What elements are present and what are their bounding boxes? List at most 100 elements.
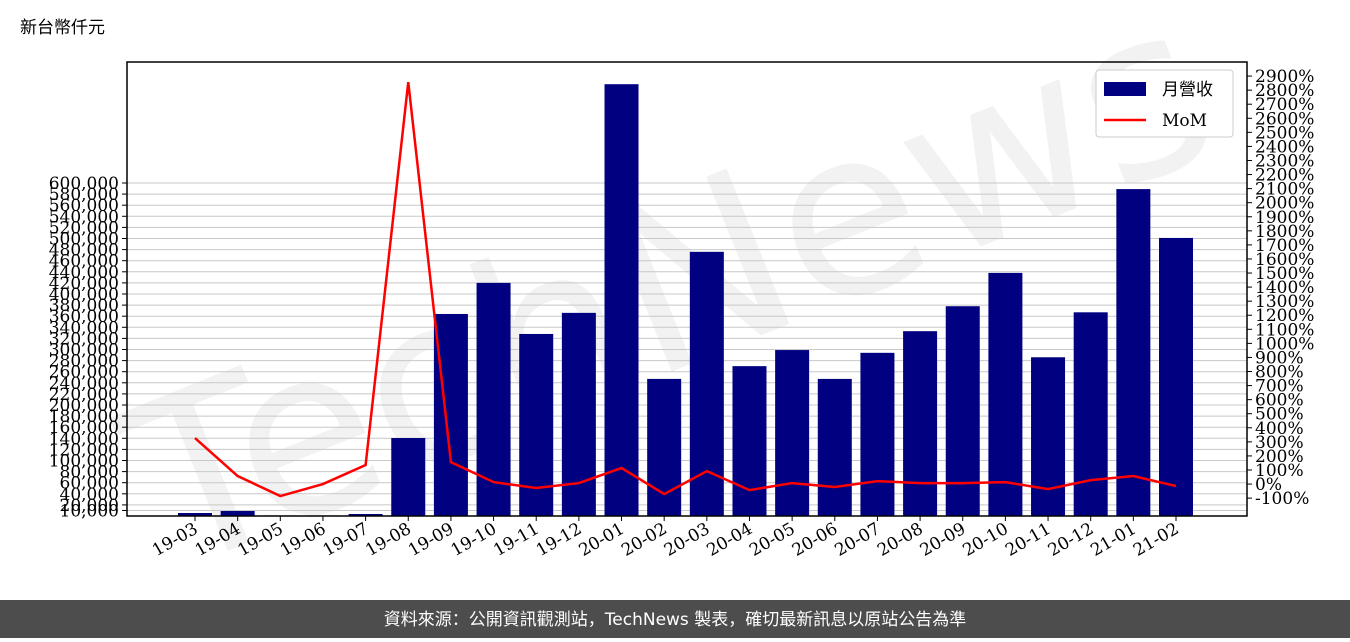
line [194,81,1177,498]
y2-tick-label: 2200% [1255,166,1314,186]
bar [1159,237,1193,516]
y2-tick-label: 2100% [1255,180,1314,200]
y-tick-label: 420,000 [49,274,119,294]
bar [178,513,212,516]
y-tick-label: 20,000 [60,496,119,516]
y2-tick-label: 400% [1255,419,1304,439]
y2-tick-label: 0% [1255,475,1282,495]
bar [817,378,852,516]
y-tick-label: 500,000 [49,229,119,249]
x-tick-label: 20-05 [746,519,798,561]
y-tick-label: 260,000 [49,363,119,383]
bar [604,84,639,516]
y-tick-label: 580,000 [49,185,119,205]
bar [1073,312,1108,516]
y2-tick-label: 200% [1255,447,1304,467]
bar [945,306,980,516]
y2-tick-label: 1700% [1255,236,1314,256]
bar [1116,189,1151,517]
y2-tick-label: 2800% [1255,81,1314,101]
bar [775,350,810,516]
x-tick-label: 20-08 [874,519,926,561]
bar [391,438,426,516]
x-tick-label: 20-11 [1002,519,1054,561]
y2-tick-label: 2900% [1255,67,1314,87]
bar [1031,357,1066,516]
y-tick-label: 540,000 [49,207,119,227]
y2-tick-label: 2000% [1255,194,1314,214]
y2-tick-label: 900% [1255,348,1304,368]
y-tick-label: 600,000 [49,174,119,194]
y2-tick-label: 500% [1255,405,1304,425]
y-tick-label: 280,000 [49,352,119,372]
legend-swatch [1104,82,1146,96]
y2-tick-label: 1300% [1255,292,1314,312]
y-tick-label: 380,000 [49,296,119,316]
y-tick-label: 480,000 [49,241,119,261]
y-tick-label: 520,000 [49,218,119,238]
x-tick-label: 20-09 [917,519,969,561]
y-tick-label: 320,000 [49,329,119,349]
legend-label: 月營收 [1162,80,1213,100]
x-tick-label: 19-11 [490,519,542,561]
x-tick-label: 20-03 [661,519,713,561]
bar [433,313,468,516]
y2-tick-label: 1800% [1255,222,1314,242]
x-tick-label: 19-12 [533,519,585,561]
bar [348,514,383,516]
bar [988,272,1023,516]
bar [903,331,938,516]
y-tick-label: 200,000 [49,396,119,416]
legend-label: MoM [1162,111,1207,131]
x-tick-label: 20-12 [1045,519,1097,561]
y2-tick-label: 800% [1255,363,1304,383]
y2-tick-label: 600% [1255,391,1304,411]
x-tick-label: 20-10 [959,519,1011,561]
y-tick-label: 560,000 [49,196,119,216]
footer-bar [0,600,1350,638]
y2-tick-label: 2500% [1255,123,1314,143]
y-tick-label: 60,000 [60,474,119,494]
bar [860,352,895,516]
y-tick-label: 160,000 [49,418,119,438]
y2-tick-label: 1900% [1255,208,1314,228]
bar [220,511,255,516]
x-tick-label: 21-01 [1087,519,1139,561]
y2-tick-label: 300% [1255,433,1304,453]
x-tick-label: 20-07 [831,519,883,561]
y2-tick-label: 1600% [1255,250,1314,270]
y2-tick-label: 2300% [1255,151,1314,171]
y-tick-label: 80,000 [60,463,119,483]
y2-tick-label: 100% [1255,461,1304,481]
y2-tick-label: 1200% [1255,306,1314,326]
y-tick-label: 440,000 [49,263,119,283]
y-tick-label: 100,000 [49,451,119,471]
y-tick-label: 460,000 [49,252,119,272]
x-tick-label: 20-04 [704,519,756,561]
y-tick-label: 240,000 [49,374,119,394]
y-tick-label: 180,000 [49,407,119,427]
y2-tick-label: 1100% [1255,320,1314,340]
x-tick-label: 20-02 [618,519,670,561]
y-tick-label: 300,000 [49,340,119,360]
y-tick-label: 140,000 [49,429,119,449]
plot-frame [126,61,1248,517]
y-tick-label: 120,000 [49,440,119,460]
bar [732,366,767,516]
y2-tick-label: 1500% [1255,264,1314,284]
y2-tick-label: 2700% [1255,95,1314,115]
plot: 10,00020,00040,00060,00080,000100,000120… [49,61,1314,561]
y-tick-label: 40,000 [60,485,119,505]
y-tick-label: 10,000 [60,501,119,521]
y-tick-label: 340,000 [49,318,119,338]
y-tick-label: 360,000 [49,307,119,327]
y2-tick-label: 2400% [1255,137,1314,157]
footer: 資料來源：公開資訊觀測站，TechNews 製表，確切最新訊息以原站公告為準 [384,610,966,630]
y-tick-label: 400,000 [49,285,119,305]
x-tick-label: 20-06 [789,519,841,561]
x-tick-label: 19-10 [448,519,500,561]
y2-tick-label: 1400% [1255,278,1314,298]
y2-tick-label: 700% [1255,377,1304,397]
